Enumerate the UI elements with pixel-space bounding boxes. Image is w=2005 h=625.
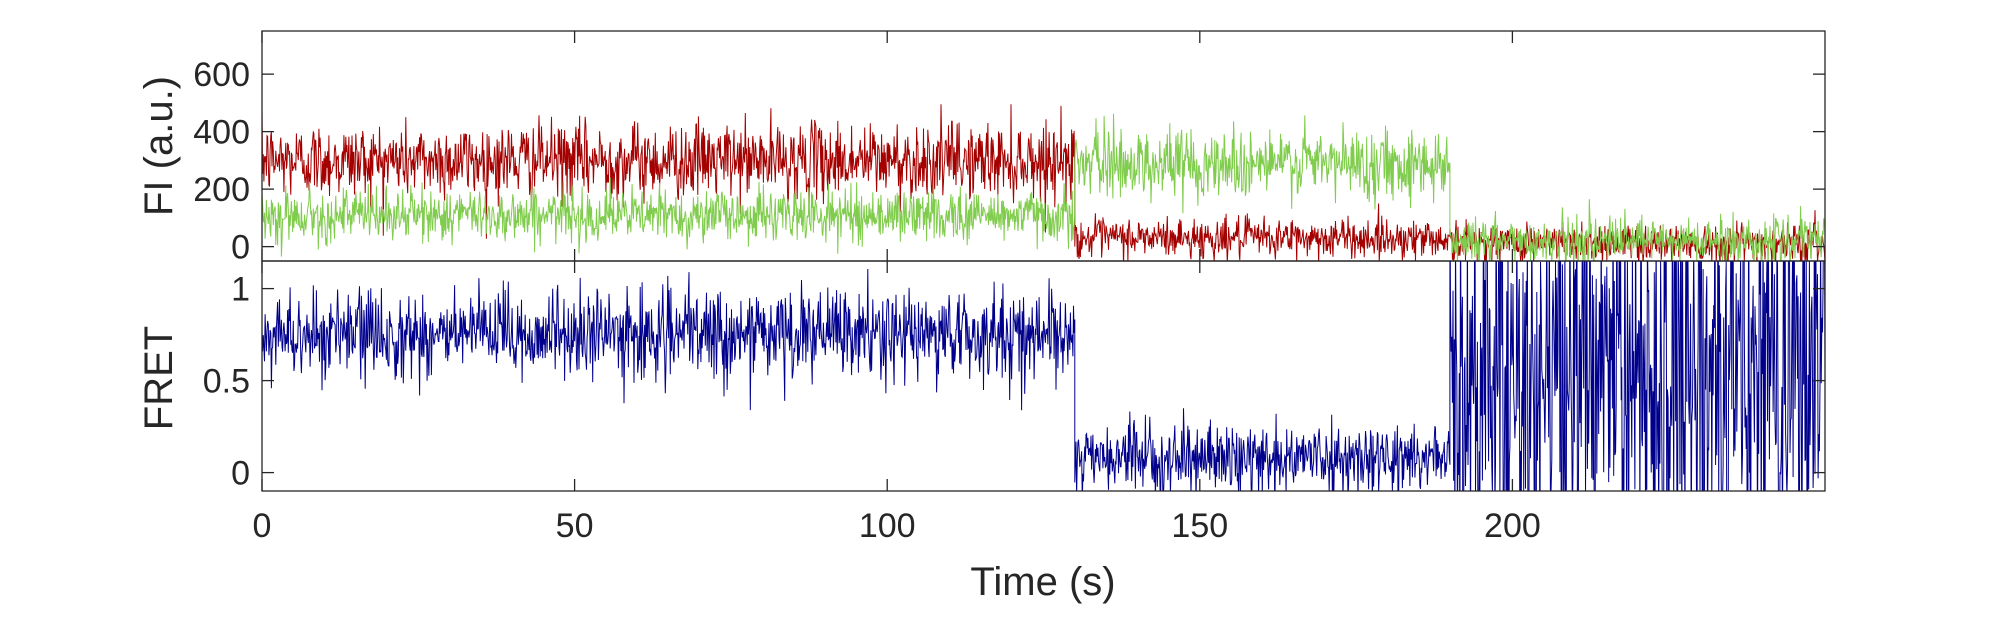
trace-series-1-0: [262, 261, 1825, 491]
bottom-axes-frame: [261, 260, 1826, 492]
x-tick-label: 150: [1171, 507, 1228, 545]
top-y-axis-label: FI (a.u.): [137, 76, 181, 216]
trace-series-0-0: [262, 104, 1825, 261]
fluorescence-intensity-panel: 0 200 400 600 FI (a.u.): [137, 30, 1826, 267]
y-tick-label: 600: [193, 56, 250, 94]
y-tick-label: 400: [193, 114, 250, 152]
y-tick-label: 1: [231, 271, 250, 309]
bottom-x-ticks: 0 50 100 150 200: [253, 261, 1541, 545]
fluorescence-series-group: [262, 104, 1825, 261]
x-axis-label: Time (s): [970, 560, 1115, 604]
top-x-ticks: [261, 31, 1514, 261]
y-tick-label: 0: [231, 455, 250, 493]
bottom-y-axis-label: FRET: [137, 326, 181, 430]
x-tick-label: 50: [556, 507, 594, 545]
x-tick-label: 100: [859, 507, 916, 545]
y-tick-label: 200: [193, 171, 250, 209]
fret-series-group: [262, 261, 1825, 491]
bottom-y-ticks: 00.51: [203, 271, 1825, 493]
top-y-ticks: 0 200 400 600: [193, 56, 1825, 267]
trace-series-0-1: [262, 113, 1825, 261]
fret-efficiency-panel: 00.51 0 50 100 150 200 FRET Time (s): [137, 260, 1826, 604]
x-tick-label: 0: [253, 507, 272, 545]
y-tick-label: 0: [231, 229, 250, 267]
x-tick-label: 200: [1484, 507, 1541, 545]
y-tick-label: 0.5: [203, 363, 250, 401]
